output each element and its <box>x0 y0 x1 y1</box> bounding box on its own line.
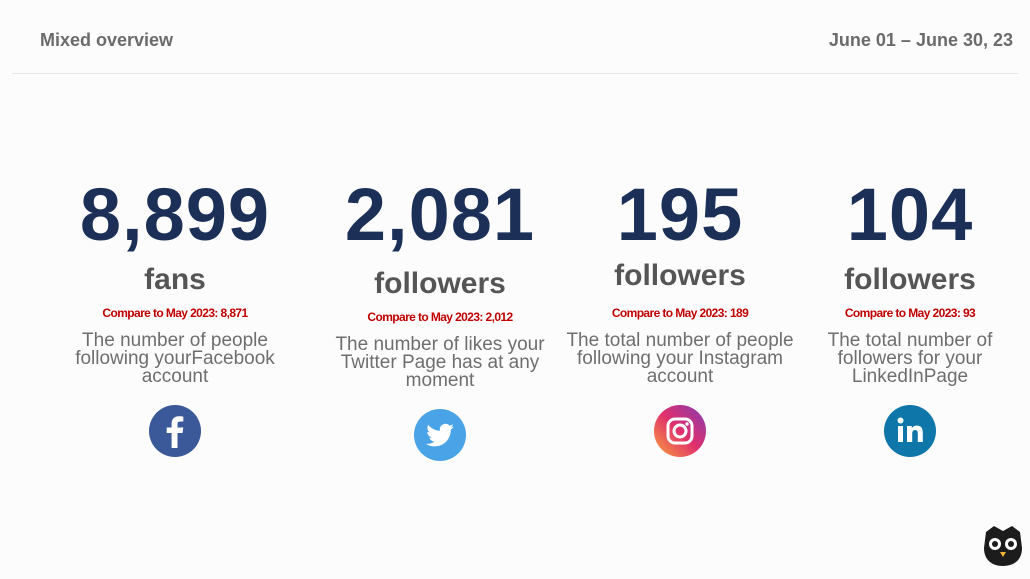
metric-value: 104 <box>846 173 974 256</box>
comparison: Compare to May 2023: 93 <box>844 306 976 320</box>
card: 8,899 fans Compare to May 2023: 8,871 Th… <box>50 170 300 458</box>
metric-unit: fans <box>144 263 206 296</box>
card: 195 followers Compare to May 2023: 189 T… <box>555 170 805 458</box>
metric-unit: followers <box>374 267 506 300</box>
instagram-icon <box>654 405 706 457</box>
metric-unit: followers <box>614 259 746 292</box>
metric-unit: followers <box>844 263 976 296</box>
metric-value: 195 <box>616 173 744 256</box>
description: The number of people following yourFaceb… <box>75 330 275 387</box>
metric-value: 2,081 <box>344 173 536 256</box>
metric-value: 8,899 <box>79 173 271 256</box>
title: Mixed overview <box>40 30 174 50</box>
description: The total number of followers for your L… <box>827 330 993 387</box>
comparison: Compare to May 2023: 2,012 <box>367 310 513 324</box>
owl-logo <box>984 526 1022 566</box>
date-range: June 01 – June 30, 23 <box>828 30 1013 50</box>
twitter-icon <box>414 409 466 461</box>
comparison: Compare to May 2023: 8,871 <box>102 306 248 320</box>
divider <box>12 73 1018 74</box>
comparison: Compare to May 2023: 189 <box>611 306 749 320</box>
card: 104 followers Compare to May 2023: 93 Th… <box>785 170 1030 458</box>
facebook-icon <box>149 405 201 457</box>
card: 2,081 followers Compare to May 2023: 2,0… <box>315 170 565 462</box>
description: The number of likes your Twitter Page ha… <box>335 334 545 391</box>
description: The total number of people following you… <box>566 330 794 387</box>
linkedin-icon <box>884 405 936 457</box>
